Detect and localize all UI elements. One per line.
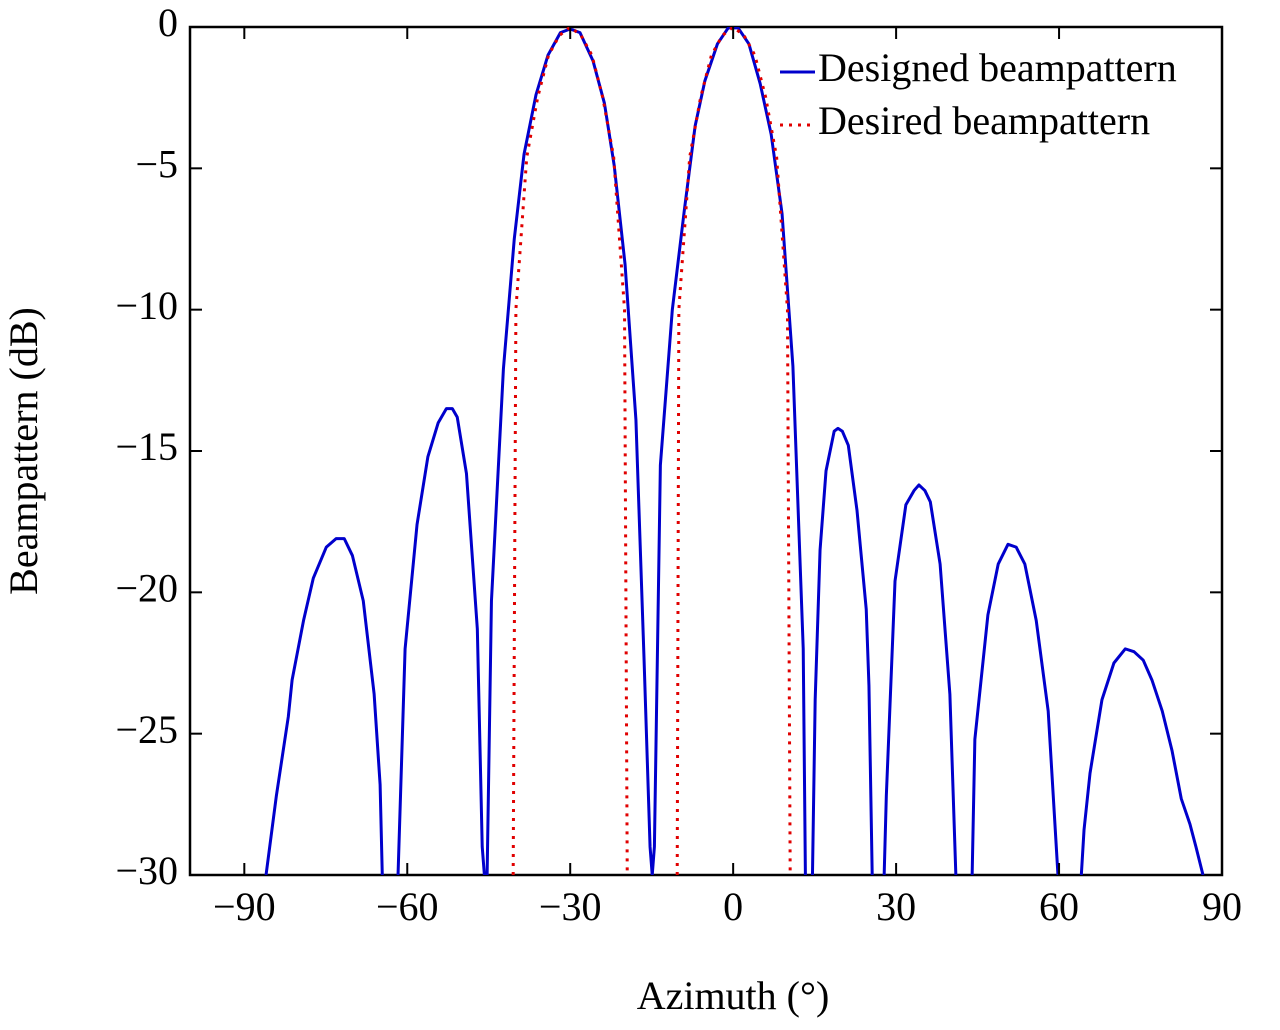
x-tick-label: 0	[723, 884, 743, 929]
series-line	[511, 27, 792, 875]
series-line	[264, 27, 1205, 875]
plot-area	[264, 27, 1205, 875]
y-tick-label: −15	[115, 424, 178, 469]
x-axis-label: Azimuth (°)	[637, 973, 830, 1018]
y-tick-label: −5	[135, 142, 178, 187]
y-tick-label: −25	[115, 707, 178, 752]
y-axis-label: Beampattern (dB)	[1, 307, 46, 595]
y-tick-label: −10	[115, 283, 178, 328]
y-tick-label: −20	[115, 566, 178, 611]
x-tick-label: −60	[376, 884, 439, 929]
x-tick-label: 90	[1202, 884, 1242, 929]
y-tick-label: −30	[115, 848, 178, 893]
x-tick-label: −90	[213, 884, 276, 929]
x-tick-label: −30	[539, 884, 602, 929]
x-tick-label: 60	[1039, 884, 1079, 929]
plot-frame	[188, 25, 1224, 877]
y-tick-label: 0	[158, 0, 178, 45]
x-tick-label: 30	[876, 884, 916, 929]
legend-label: Desired beampattern	[818, 98, 1150, 143]
legend-label: Designed beampattern	[818, 45, 1177, 90]
